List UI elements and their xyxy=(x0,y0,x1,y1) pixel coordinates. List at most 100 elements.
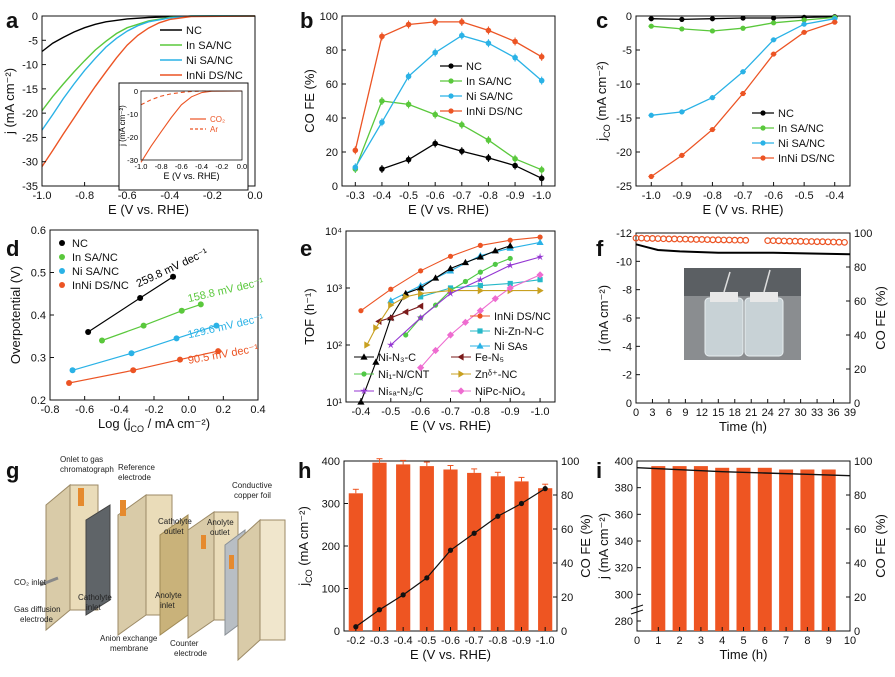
schematic-label: Reference xyxy=(118,463,155,472)
y-tick-label: 60 xyxy=(326,79,338,91)
x-tick-label: -0.4 xyxy=(394,635,413,647)
data-point xyxy=(703,236,711,244)
data-point xyxy=(364,341,371,349)
x-tick-label: -0.8 xyxy=(471,406,490,418)
data-point xyxy=(819,238,826,246)
data-point xyxy=(448,93,454,99)
y-axis-label: jCO (mA cm⁻²) xyxy=(296,506,314,587)
inset-y-axis-label: j (mA cm⁻²) xyxy=(118,105,127,147)
data-point xyxy=(417,284,425,291)
photo-cap-left xyxy=(710,292,738,302)
data-point xyxy=(432,49,438,56)
series-line xyxy=(68,350,219,384)
data-point xyxy=(648,16,654,22)
data-point xyxy=(457,387,465,395)
data-point xyxy=(720,236,728,244)
data-point xyxy=(740,15,746,21)
series-line xyxy=(635,243,851,256)
data-point xyxy=(459,122,465,128)
schematic-label: Catholyte xyxy=(78,593,112,602)
y-tick-label: 200 xyxy=(322,541,340,553)
x-tick-label: -0.9 xyxy=(501,406,520,418)
schematic-label: inlet xyxy=(160,601,175,610)
data-point xyxy=(506,242,514,249)
data-point xyxy=(507,280,513,287)
series-line xyxy=(390,256,541,346)
x-tick-label: 8 xyxy=(804,635,810,647)
x-axis-label: E (V vs. RHE) xyxy=(703,202,784,217)
legend-label: Ni₁-N/CNT xyxy=(378,369,430,381)
legend-label: Niₛₐ-N₂/C xyxy=(378,386,424,398)
y-axis-label: TOF (h⁻¹) xyxy=(302,288,317,344)
y-tick-label: 100 xyxy=(320,11,338,23)
inset-x-tick-label: -0.2 xyxy=(215,162,228,171)
data-point xyxy=(431,346,440,355)
legend-label: InNi DS/NC xyxy=(466,106,523,118)
data-point xyxy=(477,269,483,275)
fe-bar xyxy=(800,469,815,631)
inset-y-tick-label: -30 xyxy=(127,156,138,165)
data-point xyxy=(379,33,385,40)
data-point xyxy=(476,253,484,260)
y-tick-label: 40 xyxy=(326,113,338,125)
x-tick-label: -1.0 xyxy=(531,406,550,418)
inset-x-tick-label: 0.0 xyxy=(237,162,247,171)
x-tick-label: -0.6 xyxy=(441,635,460,647)
y-tick-label: -15 xyxy=(22,84,38,96)
x-tick-label: 15 xyxy=(712,407,724,419)
y-tick-label: -2 xyxy=(622,370,632,382)
data-point xyxy=(638,234,645,242)
legend-label: NC xyxy=(778,108,794,120)
schematic-label: chromatograph xyxy=(60,465,114,474)
j-point xyxy=(518,500,525,507)
y-axis-label: Overpotential (V) xyxy=(8,266,23,364)
y-tick-label: 0.2 xyxy=(31,395,46,407)
x-tick-label: 30 xyxy=(794,407,806,419)
plot-frame xyxy=(341,15,556,187)
inset-legend-label: CO₂ xyxy=(210,115,225,124)
y-tick-label: 0 xyxy=(626,11,632,23)
x-tick-label: -0.9 xyxy=(506,190,525,202)
data-point xyxy=(432,140,438,147)
reference-electrode-pipe xyxy=(120,500,126,516)
y-tick-label: 10⁴ xyxy=(325,226,342,238)
data-point xyxy=(405,156,412,163)
y-axis-label-right: CO FE (%) xyxy=(873,514,888,578)
data-point xyxy=(416,313,425,322)
fe-bar xyxy=(490,476,505,631)
data-point xyxy=(512,162,518,169)
legend-label: NiPc-NiO₄ xyxy=(475,386,526,398)
data-point xyxy=(801,21,807,27)
y-tick-label: -20 xyxy=(22,108,38,120)
legend-label: InNi DS/NC xyxy=(186,70,243,82)
x-axis-label: Time (h) xyxy=(720,647,768,662)
fe-bar xyxy=(467,472,482,631)
x-tick-label: -0.5 xyxy=(795,190,814,202)
data-point xyxy=(418,289,425,298)
x-tick-label: -1.0 xyxy=(642,190,661,202)
fe-bar xyxy=(821,469,836,631)
panel-label: f xyxy=(596,236,604,261)
y-tick-label: 10² xyxy=(326,340,342,352)
x-tick-label: -0.7 xyxy=(452,190,471,202)
legend-label: InNi DS/NC xyxy=(494,311,551,323)
y-tick-label: 400 xyxy=(615,456,633,468)
panel-e: e -0.4 -0.5 -0.6 -0.7 -0.8 -0.9 -1.0 10¹ 10² 10³ 10… xyxy=(300,226,556,433)
data-point xyxy=(448,78,454,84)
x-tick-label: -0.9 xyxy=(512,635,531,647)
panel-c: c -1.0 -0.9 -0.8 -0.7 -0.6 -0.5 -0.4 0 -5 -10 -15 -2… xyxy=(594,8,851,217)
data-point xyxy=(709,95,716,101)
data-point xyxy=(417,364,425,372)
x-axis-label: E (V vs. RHE) xyxy=(410,647,491,662)
y-tick-label: 100 xyxy=(322,584,340,596)
inset-x-tick-label: -0.8 xyxy=(155,162,168,171)
x-tick-label: -0.6 xyxy=(764,190,783,202)
x-axis-label: E (V vs. RHE) xyxy=(108,202,189,217)
data-point xyxy=(213,322,220,329)
x-tick-label: 12 xyxy=(696,407,708,419)
data-point xyxy=(403,293,410,301)
x-tick-label: 0.0 xyxy=(181,404,196,416)
data-point xyxy=(360,353,368,360)
data-point xyxy=(537,277,543,283)
data-point xyxy=(99,337,105,344)
